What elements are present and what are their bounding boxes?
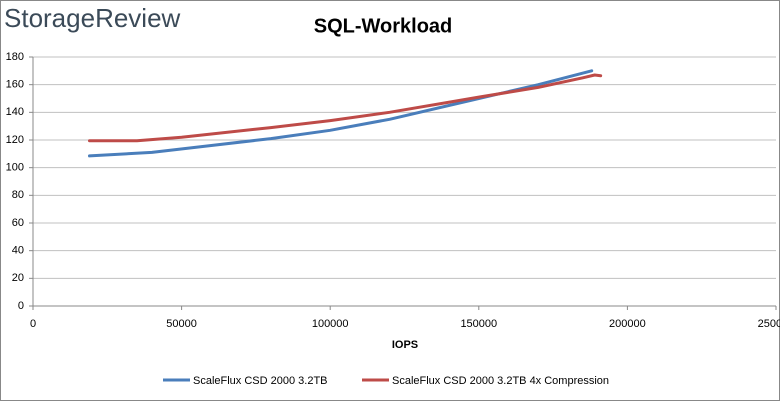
y-tick-label: 100: [6, 162, 24, 174]
series-line: [88, 73, 603, 143]
y-tick-label: 120: [6, 134, 24, 146]
y-tick-label: 0: [18, 300, 24, 312]
y-tick-label: 60: [12, 217, 24, 229]
legend-label: ScaleFlux CSD 2000 3.2TB 4x Compression: [392, 375, 609, 387]
x-tick-label: 0: [30, 318, 36, 330]
chart-title: SQL-Workload: [314, 15, 453, 37]
x-tick-label: 250000: [758, 318, 780, 330]
y-tick-label: 40: [12, 245, 24, 257]
x-tick-label: 50000: [166, 318, 197, 330]
y-tick-label: 180: [6, 51, 24, 63]
x-tick-label: 150000: [460, 318, 497, 330]
y-tick-label: 80: [12, 189, 24, 201]
y-tick-label: 140: [6, 106, 24, 118]
legend-label: ScaleFlux CSD 2000 3.2TB: [193, 375, 328, 387]
x-tick-label: 100000: [312, 318, 349, 330]
watermark: StorageReview: [4, 3, 181, 33]
x-tick-label: 200000: [609, 318, 646, 330]
y-tick-label: 20: [12, 272, 24, 284]
x-axis-title: IOPS: [392, 339, 418, 351]
y-tick-label: 160: [6, 79, 24, 91]
